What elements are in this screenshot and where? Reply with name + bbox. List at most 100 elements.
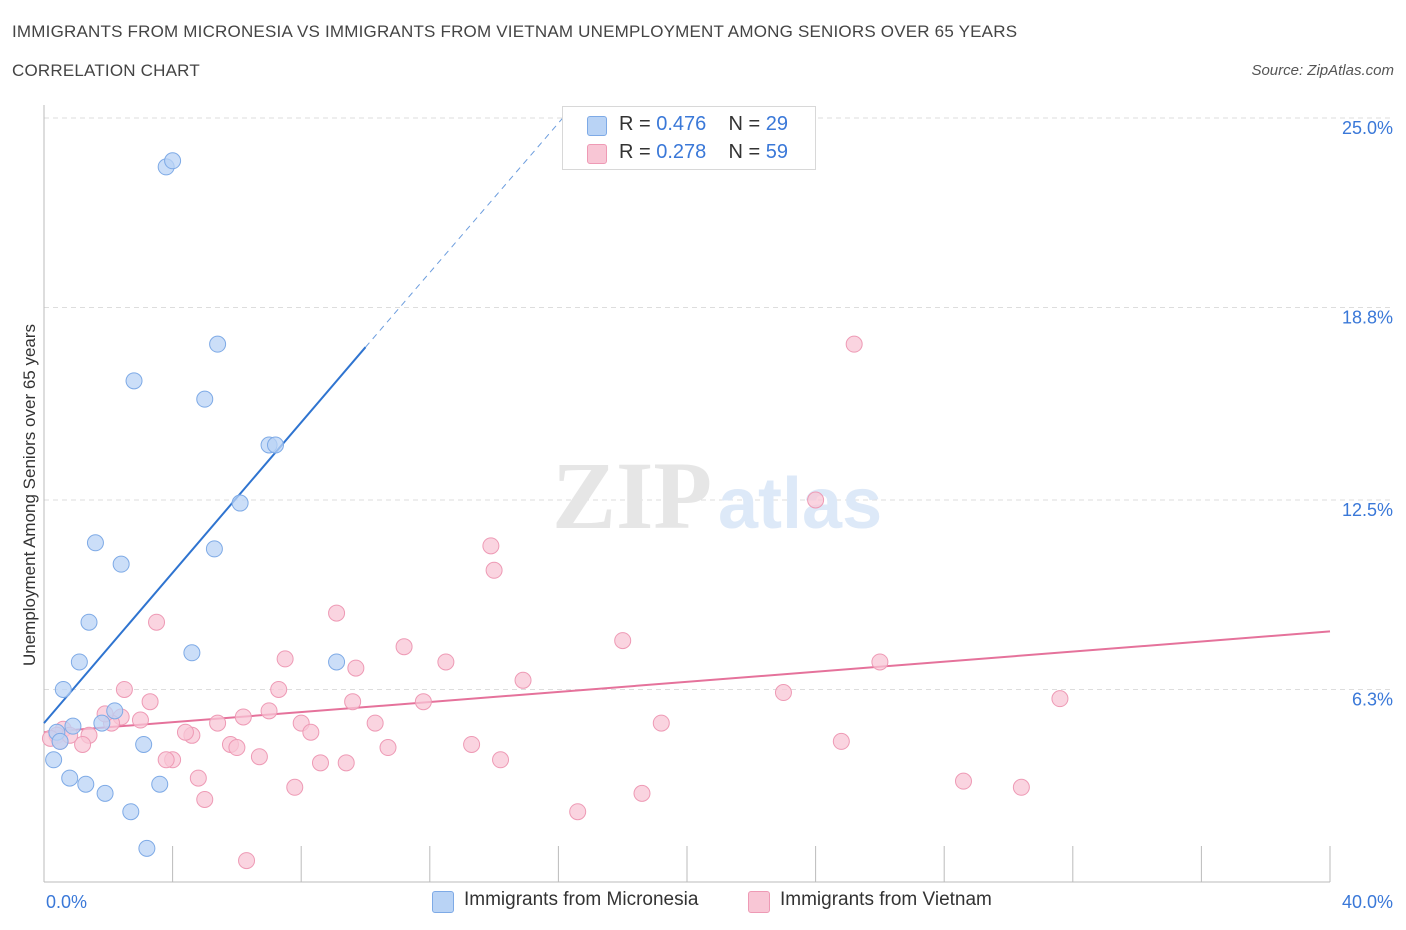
micronesia-r-value: 0.476 [656,113,707,135]
micronesia-point [122,803,140,821]
micronesia-n-label: N = [728,113,766,135]
x-tick-label: 0.0% [46,892,87,912]
vietnam-point [276,650,294,668]
vietnam-legend-label: Immigrants from Vietnam [780,889,992,910]
vietnam-point [328,604,346,622]
vietnam-point [131,711,149,729]
y-axis-label: Unemployment Among Seniors over 65 years [20,323,39,667]
vietnam-point [871,653,889,671]
grid-lines [44,117,1390,690]
vietnam-point [157,751,175,769]
source-credit: Source: ZipAtlas.com [1251,62,1394,79]
micronesia-trend-line [43,346,367,724]
data-points [41,152,1069,870]
vietnam-point [652,714,670,732]
vietnam-legend-swatch [748,891,770,913]
micronesia-n-value: 29 [765,113,789,135]
x-tick-labels: 0.0% 40.0% [46,892,1393,912]
vietnam-point [954,772,972,790]
vietnam-point [176,723,194,741]
vietnam-point [286,778,304,796]
micronesia-r-label: R = [619,113,657,135]
vietnam-point [774,684,792,702]
vietnam-point [302,723,320,741]
micronesia-point [328,653,346,671]
micronesia-point [61,769,79,787]
vietnam-point [238,852,256,870]
vietnam-point [189,769,207,787]
vietnam-point [115,680,133,698]
vietnam-n-value: 59 [765,141,789,163]
vietnam-point [482,537,500,555]
x-ticks [172,846,1331,882]
x-tick-label: 40.0% [1342,892,1393,912]
vietnam-point [196,790,214,808]
micronesia-point [183,644,201,662]
micronesia-point [45,751,63,769]
micronesia-point [231,494,249,512]
vietnam-point [492,751,510,769]
vietnam-point [414,693,432,711]
micronesia-trend-extension [365,111,569,348]
micronesia-point [151,775,169,793]
correlation-legend: R = 0.476 N = 29 R = 0.278 N = 59 [562,106,816,170]
chart-subtitle: CORRELATION CHART [12,61,200,80]
vietnam-r-value: 0.278 [656,141,707,163]
watermark-zip: ZIP [552,442,712,549]
vietnam-point [209,714,227,732]
vietnam-point [569,803,587,821]
micronesia-point [70,653,88,671]
micronesia-point [135,735,153,753]
vietnam-point [807,491,825,509]
vietnam-r-label: R = [619,141,657,163]
vietnam-point [148,613,166,631]
vietnam-point [347,659,365,677]
micronesia-legend-swatch [432,891,454,913]
micronesia-point [205,540,223,558]
micronesia-point [106,702,124,720]
micronesia-point [266,436,284,454]
vietnam-point [437,653,455,671]
micronesia-point [54,680,72,698]
micronesia-point [112,555,130,573]
vietnam-point [311,754,329,772]
vietnam-point [270,680,288,698]
vietnam-point [845,335,863,353]
micronesia-point [196,390,214,408]
vietnam-point [633,784,651,802]
micronesia-swatch [587,116,607,136]
micronesia-point [93,714,111,732]
micronesia-point [96,784,114,802]
vietnam-point [463,735,481,753]
micronesia-point [64,717,82,735]
y-tick-label: 12.5% [1342,500,1393,520]
vietnam-point [832,732,850,750]
micronesia-point [209,335,227,353]
vietnam-swatch [587,144,607,164]
vietnam-point [141,693,159,711]
y-tick-labels: 6.3% 12.5% 18.8% 25.0% [1342,118,1393,709]
micronesia-point [164,152,182,170]
vietnam-point [614,632,632,650]
vietnam-trend-line [43,630,1331,734]
micronesia-point [138,839,156,857]
vietnam-point [260,702,278,720]
vietnam-n-label: N = [728,141,766,163]
micronesia-point [125,372,143,390]
y-tick-label: 6.3% [1352,689,1393,709]
micronesia-point [51,732,69,750]
vietnam-point [234,708,252,726]
y-tick-label: 18.8% [1342,307,1393,327]
micronesia-point [77,775,95,793]
trend-lines [43,111,1331,734]
vietnam-point [379,739,397,757]
watermark-atlas: atlas [718,464,882,544]
vietnam-point [344,693,362,711]
vietnam-point [250,748,268,766]
vietnam-point [366,714,384,732]
vietnam-point [337,754,355,772]
vietnam-point [1012,778,1030,796]
micronesia-legend-label: Immigrants from Micronesia [464,889,699,910]
micronesia-point [86,534,104,552]
